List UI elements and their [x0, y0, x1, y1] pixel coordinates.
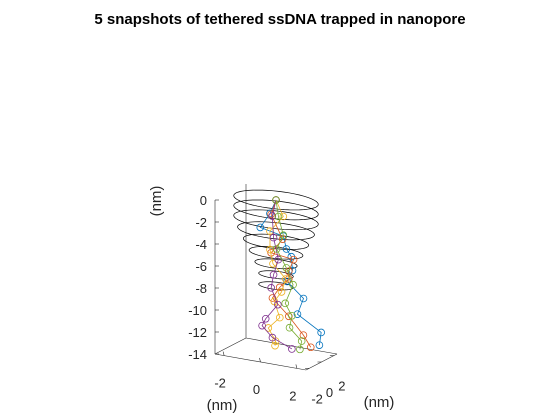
- y-tick-label: 0: [326, 385, 333, 400]
- series-5-point: [297, 337, 306, 345]
- pore-rim-ellipse: [233, 209, 319, 231]
- z-axis-label: (nm): [148, 186, 165, 217]
- series-4-point: [258, 321, 266, 330]
- z-tick-label: -6: [195, 259, 207, 274]
- floor-edge-back: [214, 337, 247, 355]
- series-4-point: [261, 314, 270, 323]
- z-tick-label: -10: [188, 303, 207, 318]
- series-4-point: [269, 270, 278, 279]
- series-2-point: [267, 210, 275, 219]
- x-tick-labels: -2 0 2: [214, 351, 298, 403]
- y-tick-label: 2: [338, 379, 345, 394]
- series-4-point: [269, 233, 278, 242]
- chart-title: 5 snapshots of tethered ssDNA trapped in…: [94, 11, 465, 28]
- pore-rim-ellipse: [233, 189, 319, 211]
- series-5-point: [281, 299, 290, 308]
- z-tick-labels: 0 -2 -4 -6 -8 -10 -12 -14: [188, 193, 219, 362]
- y-axis-label: (nm): [364, 394, 395, 411]
- series-1-point: [315, 341, 324, 349]
- series-group: [256, 196, 325, 354]
- x-tick-label: 0: [253, 382, 260, 397]
- series-5-point: [274, 212, 283, 221]
- pore-rim-ellipse: [243, 233, 309, 250]
- series-1-point: [282, 245, 291, 253]
- series-4-point: [268, 212, 277, 220]
- floor-edge-far: [245, 337, 338, 355]
- series-4-line: [261, 199, 293, 350]
- series-1-point: [317, 328, 325, 337]
- x-tick-label: -2: [214, 376, 226, 391]
- z-tick-label: -14: [188, 347, 207, 362]
- series-5-point: [285, 323, 294, 332]
- series-1-point: [256, 223, 265, 232]
- series-1-point: [266, 209, 274, 218]
- series-2-point: [306, 343, 315, 352]
- x-axis-label: (nm): [207, 397, 238, 414]
- z-tick-label: -2: [195, 215, 207, 230]
- series-3-point: [275, 313, 284, 322]
- series-3-point: [281, 275, 290, 283]
- x-tick-mark: [222, 351, 225, 356]
- x-tick-mark: [259, 357, 261, 363]
- series-4-point: [268, 333, 277, 342]
- series-4-point: [288, 345, 296, 353]
- series-2-point: [289, 255, 298, 264]
- z-tick-label: -8: [195, 281, 207, 296]
- series-5-point: [272, 196, 280, 204]
- z-tick-label: -12: [188, 325, 207, 340]
- series-5-point: [272, 245, 281, 253]
- series-5-point: [296, 345, 304, 354]
- series-5-point: [289, 280, 297, 289]
- series-4-point: [267, 284, 275, 292]
- series-2-point: [299, 331, 308, 339]
- x-tick-label: 2: [289, 388, 296, 403]
- series-3-point: [271, 341, 279, 350]
- z-tick-label: -4: [195, 237, 207, 252]
- series-1-point: [299, 294, 308, 303]
- y-tick-labels: -2 0 2: [305, 355, 346, 406]
- series-5-point: [288, 311, 296, 320]
- pore-rim-ellipse: [248, 246, 304, 260]
- series-1-point: [293, 310, 302, 318]
- series-5-point: [282, 264, 291, 272]
- series-5-line: [275, 199, 303, 350]
- series-3-point: [279, 212, 288, 221]
- series-3-point: [277, 288, 286, 296]
- series-4-point: [274, 300, 282, 309]
- series-3-point: [269, 259, 277, 268]
- x-tick-mark: [295, 364, 298, 369]
- z-tick-label: 0: [200, 193, 207, 208]
- y-tick-label: -2: [311, 391, 323, 406]
- series-5-point: [279, 231, 288, 240]
